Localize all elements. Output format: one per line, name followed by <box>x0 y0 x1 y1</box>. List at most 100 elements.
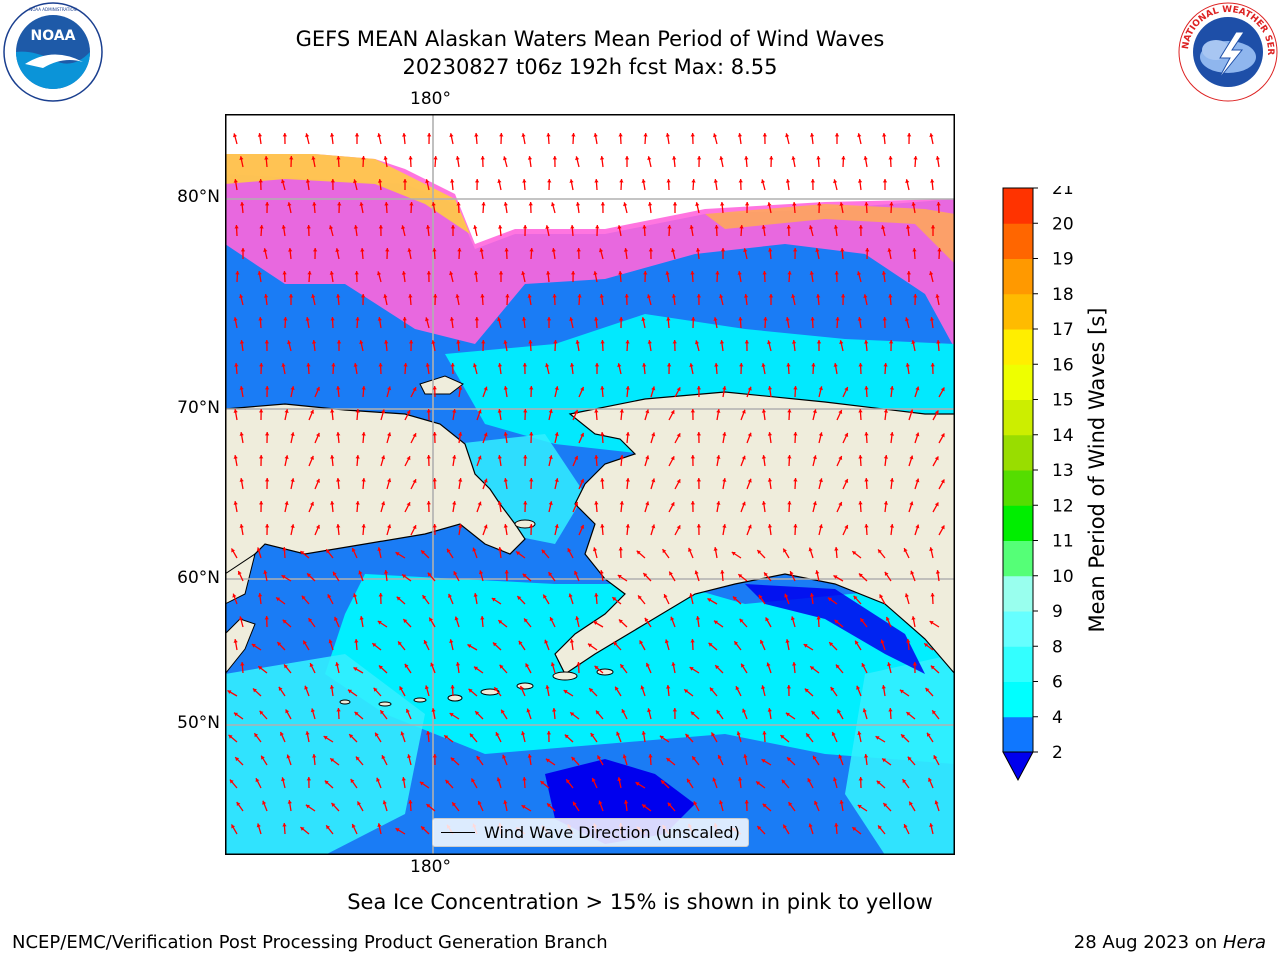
wind-wave-arrow-head <box>228 734 233 739</box>
wind-wave-arrow-head <box>491 598 496 602</box>
wind-wave-arrow-head <box>803 644 808 648</box>
wind-wave-arrow-head <box>833 225 839 229</box>
wind-wave-arrow-head <box>882 758 887 763</box>
wind-wave-arrow-head <box>503 524 508 528</box>
wind-wave-arrow-head <box>594 363 600 367</box>
wind-wave-arrow-head <box>306 777 312 781</box>
wind-wave-arrow-head <box>349 734 354 739</box>
wind-wave-arrow-head <box>812 409 817 414</box>
wind-wave-arrow-head <box>458 432 463 436</box>
wind-wave-arrow-head <box>553 340 558 344</box>
legend-label: Wind Wave Direction (unscaled) <box>484 823 740 842</box>
no-data-area <box>225 114 955 249</box>
wind-wave-arrow-head <box>600 202 606 206</box>
wind-wave-arrow-head <box>547 803 552 808</box>
wind-wave-arrow-head <box>685 733 690 738</box>
wind-wave-arrow-head <box>408 294 413 298</box>
wind-wave-arrow-head <box>327 594 332 599</box>
wind-wave-arrow-head <box>858 363 863 367</box>
wind-wave-arrow-head <box>336 432 341 436</box>
wind-wave-arrow-head <box>282 547 287 551</box>
wind-wave-arrow-head <box>882 317 887 321</box>
wind-wave-arrows <box>227 132 945 835</box>
wind-wave-arrow-head <box>280 179 286 184</box>
wind-wave-arrow-head <box>311 340 317 344</box>
wind-wave-arrow-head <box>709 687 714 692</box>
wind-wave-arrow-head <box>599 294 604 298</box>
wind-wave-arrow-head <box>472 363 478 368</box>
wind-wave-arrow-head <box>759 639 764 644</box>
wind-wave-arrow-head <box>651 478 656 483</box>
wind-wave-arrow-head <box>361 432 366 436</box>
wind-wave-arrow-head <box>756 781 761 786</box>
wind-wave-arrow-head <box>259 225 264 229</box>
wind-wave-arrow-head <box>263 570 268 574</box>
wind-wave-arrow-head <box>276 597 281 602</box>
wind-wave-arrow-head <box>569 363 575 367</box>
wind-wave-arrow-head <box>741 663 745 668</box>
wind-wave-arrow-head <box>498 225 503 229</box>
colorbar-segment <box>1003 223 1033 259</box>
wind-wave-arrow-head <box>449 317 455 321</box>
wind-wave-arrow-head <box>336 156 341 160</box>
wind-wave-arrow-head <box>934 502 939 507</box>
wind-wave-arrow-head <box>835 317 840 321</box>
wind-wave-arrow-head <box>670 502 675 507</box>
wind-wave-arrow-head <box>832 777 838 782</box>
wind-wave-arrow-head <box>722 524 727 528</box>
wind-wave-arrow-head <box>258 179 263 183</box>
wind-wave-arrow-head <box>281 575 286 579</box>
wind-wave-arrow-head <box>905 179 910 184</box>
wind-wave-arrow-head <box>670 410 675 415</box>
wind-wave-arrow-head <box>857 179 863 183</box>
wind-wave-arrow-head <box>406 456 411 461</box>
wind-wave-arrow-head <box>857 317 862 321</box>
wind-wave-arrow-head <box>644 617 649 622</box>
wind-wave-arrow-head <box>377 621 382 625</box>
colorbar-tick-label: 21 <box>1052 186 1074 199</box>
wind-wave-arrow-head <box>790 616 795 621</box>
wind-wave-arrow-head <box>888 294 893 298</box>
svg-text:NOAA ADMINISTRATION: NOAA ADMINISTRATION <box>29 7 76 12</box>
wind-wave-arrow-head <box>789 571 794 576</box>
footer-branch: NCEP/EMC/Verification Post Processing Pr… <box>12 932 608 953</box>
wind-wave-arrow-head <box>837 709 842 714</box>
wind-wave-arrow-head <box>518 640 523 645</box>
wind-wave-arrow-head <box>695 248 701 252</box>
wind-wave-arrow-head <box>284 501 289 505</box>
wind-wave-arrow-head <box>878 825 882 830</box>
wind-wave-arrow-head <box>640 685 645 690</box>
wind-wave-arrow-head <box>784 593 789 598</box>
wind-wave-arrow-head <box>396 596 401 601</box>
wind-wave-arrow-head <box>809 593 815 597</box>
wind-wave-arrow-head <box>853 595 858 600</box>
wind-wave-arrow-head <box>590 732 595 737</box>
wind-wave-arrow-head <box>899 689 904 694</box>
wind-wave-arrow-head <box>231 824 236 829</box>
wind-wave-arrow-head <box>498 620 503 624</box>
wind-wave-arrow-head <box>233 712 238 717</box>
wind-wave-arrow-head <box>402 317 407 321</box>
wind-wave-arrow-head <box>622 754 627 759</box>
wind-wave-arrow-head <box>255 778 260 783</box>
wind-wave-arrow-head <box>543 594 547 599</box>
wind-wave-arrow-head <box>712 133 718 138</box>
wind-wave-arrow-head <box>239 432 244 436</box>
wind-wave-arrow-head <box>335 248 340 252</box>
wind-wave-arrow-head <box>757 826 762 831</box>
wind-wave-arrow-head <box>262 800 267 805</box>
wind-wave-arrow-head <box>915 386 920 391</box>
wind-wave-arrow-head <box>593 621 598 626</box>
wind-wave-arrow-head <box>889 386 895 390</box>
wind-wave-arrow-head <box>858 573 863 578</box>
wind-wave-arrow-head <box>252 688 257 693</box>
wind-wave-arrow-head <box>857 731 862 735</box>
wind-wave-arrow-head <box>257 133 263 137</box>
wind-wave-arrow-head <box>450 363 455 367</box>
wind-wave-arrow-head <box>355 409 360 413</box>
wind-wave-arrow-head <box>645 455 650 460</box>
wind-wave-arrow-head <box>934 456 939 461</box>
wind-wave-arrow-head <box>499 664 504 669</box>
wind-wave-arrow-head <box>474 133 479 137</box>
colorbar-segment <box>1003 364 1033 400</box>
